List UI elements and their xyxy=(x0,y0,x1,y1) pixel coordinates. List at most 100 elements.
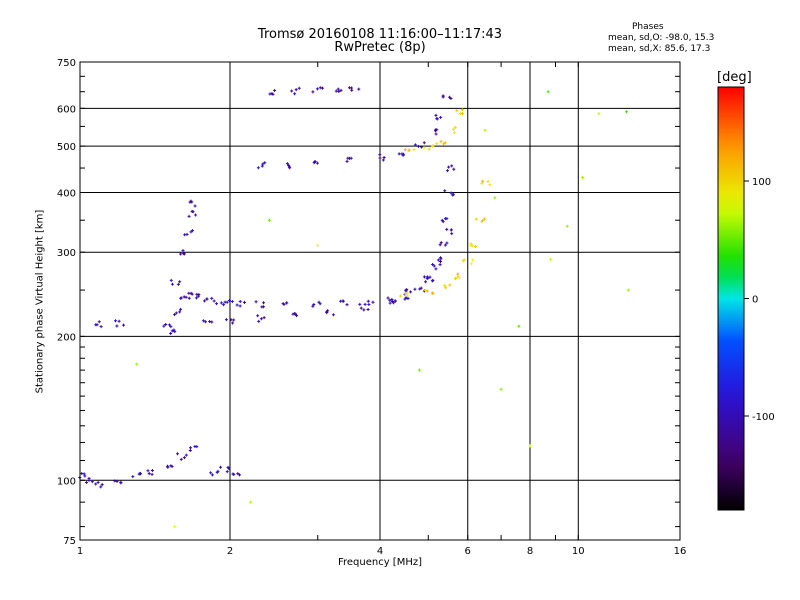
data-point xyxy=(190,292,194,296)
data-point xyxy=(227,298,231,302)
data-point xyxy=(115,324,119,328)
data-point xyxy=(249,500,253,504)
x-tick-label: 8 xyxy=(527,546,533,557)
data-point xyxy=(456,272,460,276)
data-point xyxy=(316,243,320,247)
data-point xyxy=(350,88,354,92)
data-point xyxy=(480,181,484,185)
data-point xyxy=(443,189,447,193)
data-point xyxy=(401,153,405,157)
data-point xyxy=(100,483,104,487)
data-point xyxy=(473,245,477,249)
data-point xyxy=(172,313,176,317)
data-point xyxy=(341,299,345,303)
data-point xyxy=(363,302,367,306)
data-point xyxy=(219,301,223,305)
data-point xyxy=(367,302,371,306)
data-point xyxy=(261,162,265,166)
data-point xyxy=(448,283,452,287)
data-point xyxy=(336,87,340,91)
data-point xyxy=(425,289,429,293)
series-5 xyxy=(268,86,361,96)
data-point xyxy=(334,89,338,93)
data-point xyxy=(549,257,553,261)
data-point xyxy=(426,276,430,280)
data-point xyxy=(267,218,271,222)
data-point xyxy=(99,325,103,329)
data-point xyxy=(281,302,285,306)
data-point xyxy=(481,219,485,223)
data-point xyxy=(172,328,176,332)
data-point xyxy=(288,166,292,170)
data-point xyxy=(273,88,277,92)
series-3 xyxy=(256,94,453,170)
data-point xyxy=(448,95,452,99)
data-point xyxy=(451,192,455,196)
data-point xyxy=(311,304,315,308)
x-tick-label: 6 xyxy=(465,546,471,557)
data-point xyxy=(445,169,449,173)
data-point xyxy=(259,317,263,321)
data-point xyxy=(122,323,126,327)
x-tick-label: 10 xyxy=(572,546,585,557)
data-point xyxy=(444,286,448,290)
data-point xyxy=(169,464,173,468)
data-point xyxy=(194,296,198,300)
data-point xyxy=(191,210,195,214)
data-point xyxy=(204,320,208,324)
y-tick-label: 750 xyxy=(57,58,76,69)
y-tick-label: 200 xyxy=(57,332,76,343)
data-point xyxy=(452,127,456,131)
data-point xyxy=(119,480,123,484)
data-point xyxy=(439,257,443,261)
data-point xyxy=(243,300,247,304)
data-point xyxy=(388,298,392,302)
data-point xyxy=(435,141,439,145)
data-point xyxy=(339,88,343,92)
data-point xyxy=(438,263,442,267)
colorbar-label: [deg] xyxy=(717,70,752,85)
data-point xyxy=(461,259,465,263)
data-point xyxy=(438,243,442,247)
data-point xyxy=(362,308,366,312)
data-point xyxy=(325,311,329,315)
data-point xyxy=(390,297,394,301)
y-tick-label: 400 xyxy=(57,188,76,199)
data-point xyxy=(222,303,226,307)
data-point xyxy=(311,90,315,94)
data-point xyxy=(443,243,447,247)
data-point xyxy=(212,299,216,303)
data-point xyxy=(297,86,301,90)
data-point xyxy=(203,299,207,303)
x-tick-label: 16 xyxy=(674,546,687,557)
data-point xyxy=(453,131,457,135)
data-point xyxy=(346,156,350,160)
data-point xyxy=(442,142,446,146)
data-point xyxy=(455,109,459,113)
series-7 xyxy=(94,199,198,329)
data-point xyxy=(434,128,438,132)
data-point xyxy=(366,307,370,311)
data-point xyxy=(381,158,385,162)
x-tick-label: 1 xyxy=(77,546,83,557)
data-point xyxy=(238,304,242,308)
data-point xyxy=(179,252,183,256)
data-point xyxy=(443,284,447,288)
data-point xyxy=(238,300,242,304)
data-point xyxy=(312,303,316,307)
data-point xyxy=(406,297,410,301)
data-point xyxy=(439,140,443,144)
data-point xyxy=(285,301,289,305)
data-point xyxy=(187,296,191,300)
data-point xyxy=(262,305,266,309)
phases-stats-x: mean, sd,X: 85.6, 17.3 xyxy=(608,44,711,54)
data-point xyxy=(210,296,214,300)
data-point xyxy=(263,161,267,165)
data-point xyxy=(434,113,438,117)
chart-subtitle: RwPretec (8p) xyxy=(334,40,426,55)
y-axis-label: Stationary phase Virtual Height [km] xyxy=(34,209,46,394)
series-4 xyxy=(403,108,464,153)
data-point xyxy=(486,179,490,183)
data-point xyxy=(231,321,235,325)
data-point xyxy=(349,156,353,160)
